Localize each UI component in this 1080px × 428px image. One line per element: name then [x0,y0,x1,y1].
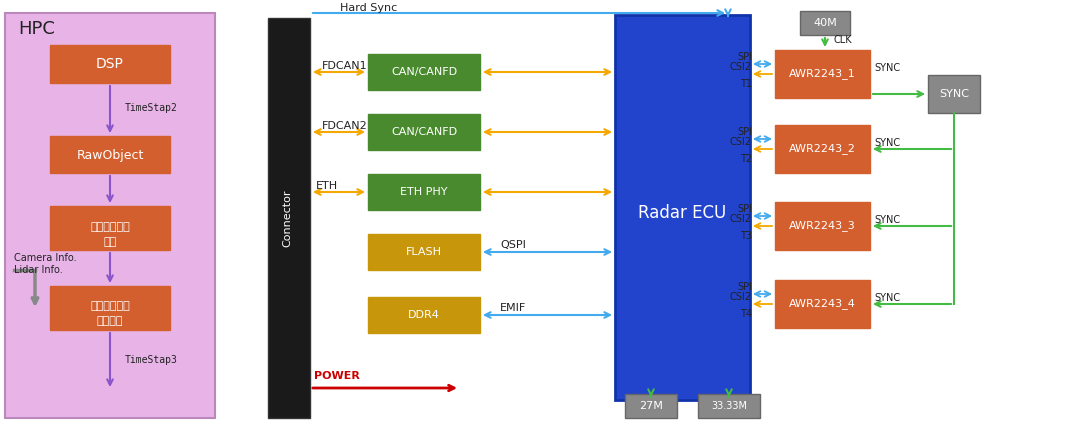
Text: AWR2243_2: AWR2243_2 [789,143,856,155]
FancyBboxPatch shape [775,50,870,98]
Text: SPI: SPI [737,282,752,292]
Text: T4: T4 [740,309,752,319]
Text: 过滤、筛选、: 过滤、筛选、 [90,222,130,232]
FancyBboxPatch shape [775,202,870,250]
FancyBboxPatch shape [698,394,760,418]
Text: 40M: 40M [813,18,837,28]
Text: SYNC: SYNC [874,63,900,73]
Text: SYNC: SYNC [939,89,969,99]
Text: AWR2243_4: AWR2243_4 [789,299,856,309]
FancyBboxPatch shape [50,45,170,83]
Text: EMIF: EMIF [500,303,526,313]
Text: DDR4: DDR4 [408,310,440,320]
Text: Radar ECU: Radar ECU [638,204,726,222]
Text: SPI: SPI [737,52,752,62]
Text: AWR2243_3: AWR2243_3 [789,220,855,232]
Text: T1: T1 [740,79,752,89]
Text: Connector: Connector [282,189,292,247]
Text: SPI: SPI [737,204,752,214]
Text: ETH PHY: ETH PHY [401,187,448,197]
FancyBboxPatch shape [368,174,480,210]
FancyBboxPatch shape [625,394,677,418]
Text: SYNC: SYNC [874,293,900,303]
Text: FLASH: FLASH [406,247,442,257]
Text: T2: T2 [740,154,752,164]
Text: 融合修正: 融合修正 [97,316,123,326]
FancyBboxPatch shape [368,54,480,90]
FancyBboxPatch shape [268,18,310,418]
Text: POWER: POWER [314,371,360,381]
Text: 估算: 估算 [104,237,117,247]
FancyBboxPatch shape [368,234,480,270]
Text: SPI: SPI [737,127,752,137]
Text: AWR2243_1: AWR2243_1 [789,68,855,80]
Text: CSI2: CSI2 [730,62,752,72]
FancyBboxPatch shape [368,114,480,150]
Text: Camera Info.: Camera Info. [14,253,77,263]
FancyBboxPatch shape [50,136,170,173]
Text: RawObject: RawObject [77,149,144,161]
Text: CSI2: CSI2 [730,137,752,147]
FancyBboxPatch shape [775,280,870,328]
FancyBboxPatch shape [5,13,215,418]
Text: CLK: CLK [833,35,852,45]
Text: CAN/CANFD: CAN/CANFD [391,127,457,137]
Text: Lidar Info.: Lidar Info. [14,265,63,275]
Text: QSPI: QSPI [500,240,526,250]
Text: SYNC: SYNC [874,138,900,148]
FancyBboxPatch shape [50,206,170,250]
Text: TimeStap3: TimeStap3 [125,355,178,365]
Text: T3: T3 [740,231,752,241]
Text: 聚类、预测、: 聚类、预测、 [90,301,130,311]
Text: HPC: HPC [18,20,55,38]
Text: ETH: ETH [316,181,338,191]
Text: SYNC: SYNC [874,215,900,225]
FancyBboxPatch shape [775,125,870,173]
FancyBboxPatch shape [50,286,170,330]
Text: 33.33M: 33.33M [711,401,747,411]
Text: CSI2: CSI2 [730,214,752,224]
FancyBboxPatch shape [368,297,480,333]
Text: TimeStap2: TimeStap2 [125,103,178,113]
Text: FDCAN1: FDCAN1 [322,61,367,71]
FancyBboxPatch shape [928,75,980,113]
FancyBboxPatch shape [615,15,750,400]
Text: 27M: 27M [639,401,663,411]
Text: CSI2: CSI2 [730,292,752,302]
Text: CAN/CANFD: CAN/CANFD [391,67,457,77]
FancyBboxPatch shape [800,11,850,35]
Text: Hard Sync: Hard Sync [340,3,397,13]
Text: FDCAN2: FDCAN2 [322,121,368,131]
Text: DSP: DSP [96,57,124,71]
